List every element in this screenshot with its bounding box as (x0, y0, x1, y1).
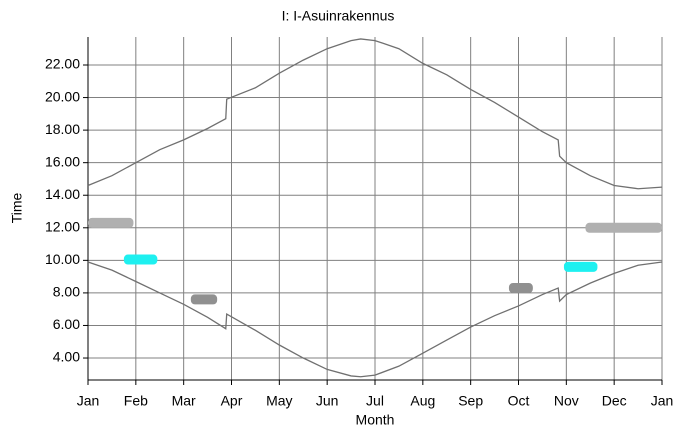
series-line (87, 38, 663, 190)
x-tick-label: Mar (172, 393, 196, 409)
y-tick-label: 6.00 (53, 316, 80, 332)
shading (508, 283, 533, 294)
x-tick-label: Nov (554, 393, 579, 409)
x-axis-label: Month (356, 412, 395, 428)
series-line (87, 261, 663, 378)
y-tick-label: 8.00 (53, 284, 80, 300)
x-tick-label: Oct (508, 393, 530, 409)
x-tick-label: May (266, 393, 292, 409)
x-tick-label: Aug (410, 393, 435, 409)
shading (123, 254, 158, 265)
x-tick-label: Apr (221, 393, 243, 409)
y-tick-label: 20.00 (45, 88, 80, 104)
shading (88, 217, 134, 228)
x-tick-label: Dec (602, 393, 627, 409)
y-tick-label: 10.00 (45, 251, 80, 267)
chart-title: I: I-Asuinrakennus (282, 8, 395, 24)
x-tick-label: Sep (458, 393, 483, 409)
shading (585, 222, 662, 233)
y-tick-label: 18.00 (45, 121, 80, 137)
y-tick-label: 16.00 (45, 153, 80, 169)
x-tick-label: Jan (651, 393, 674, 409)
shading (190, 294, 218, 305)
x-tick-label: Jan (77, 393, 100, 409)
y-tick-label: 14.00 (45, 186, 80, 202)
y-tick-label: 4.00 (53, 349, 80, 365)
x-tick-label: Jun (316, 393, 339, 409)
y-tick-label: 12.00 (45, 218, 80, 234)
y-axis-label: Time (9, 192, 25, 223)
y-tick-label: 22.00 (45, 56, 80, 72)
x-tick-label: Jul (366, 393, 384, 409)
x-tick-label: Feb (124, 393, 148, 409)
shading (563, 261, 598, 272)
